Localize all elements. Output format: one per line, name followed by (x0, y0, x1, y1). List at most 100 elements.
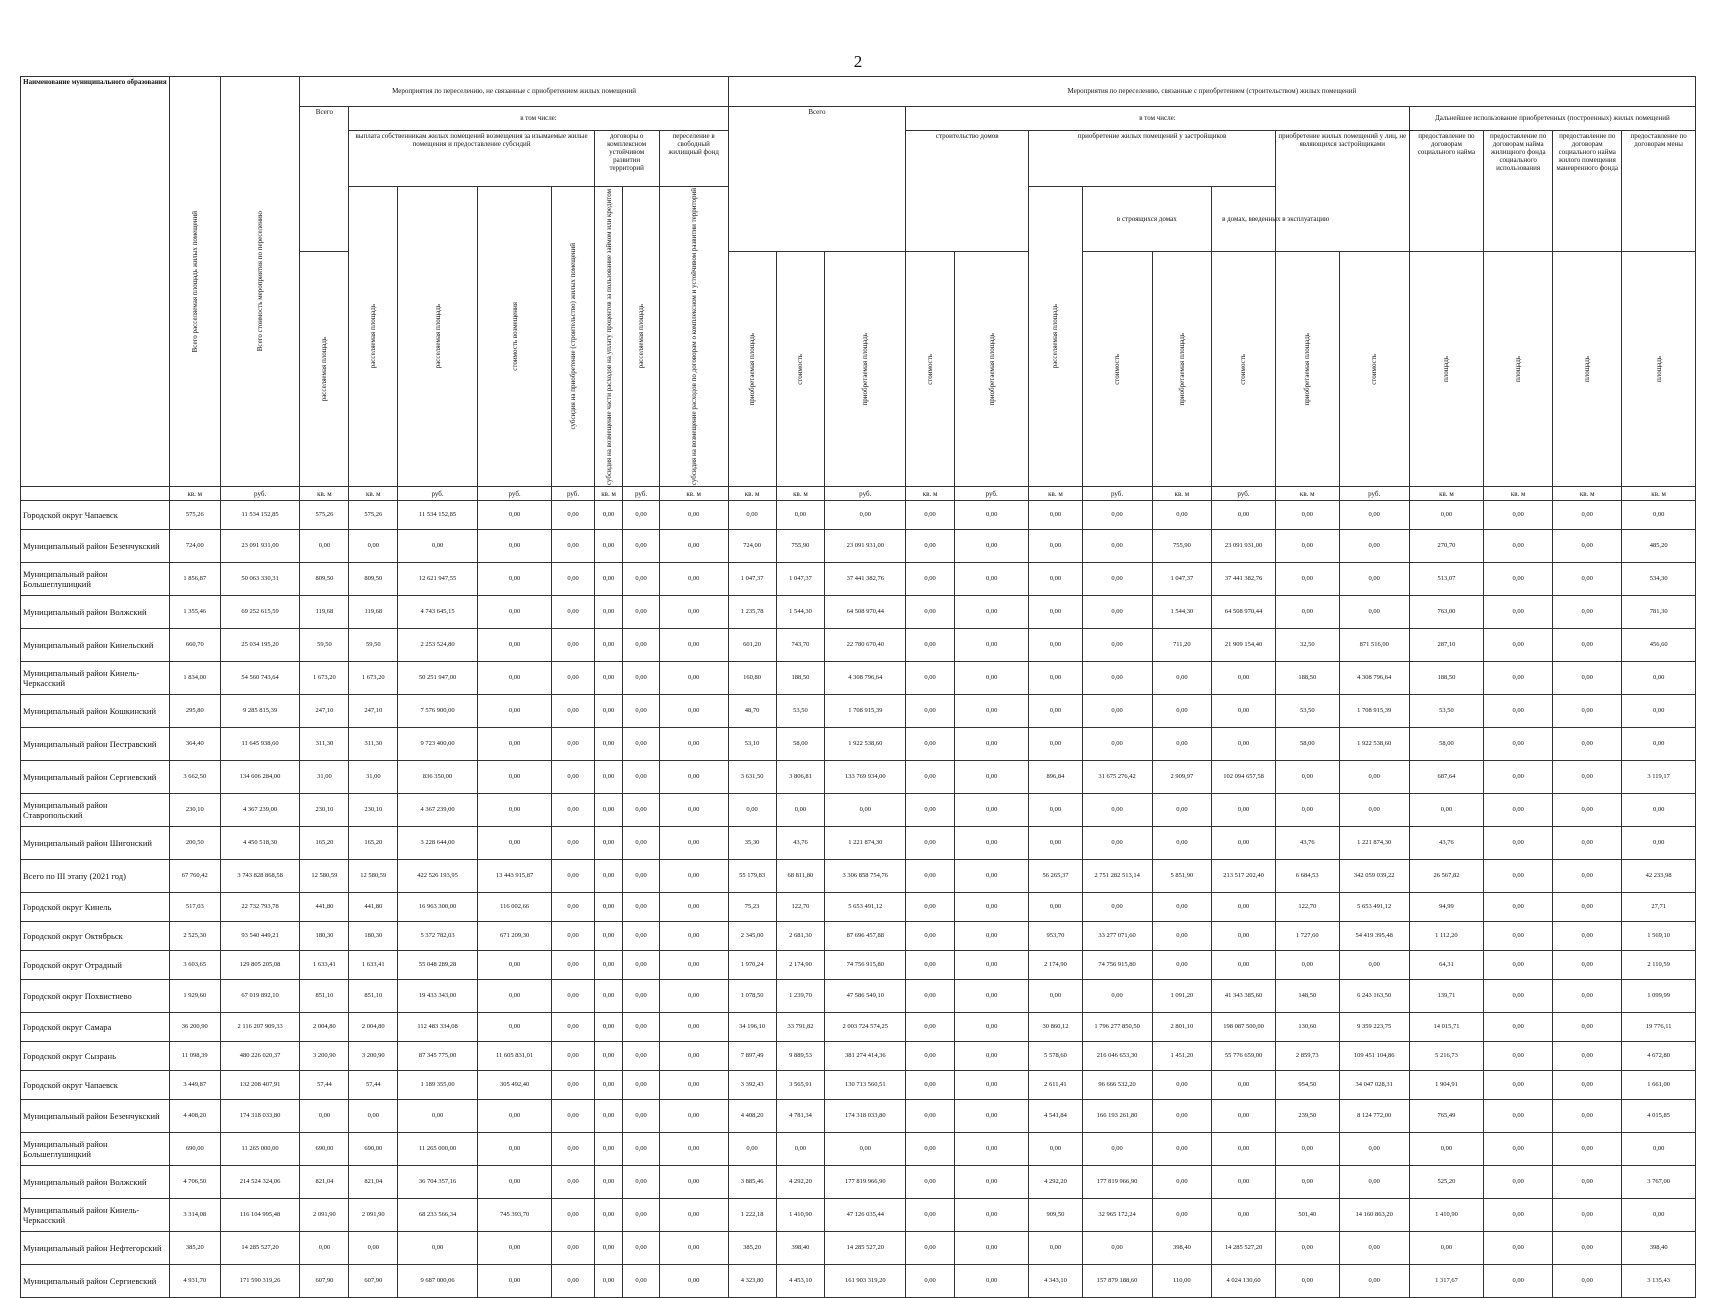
table-cell: 0,00 (1338, 1165, 1410, 1200)
table-cell: 69 252 615,59 (219, 595, 301, 630)
table-cell: 0,00 (905, 694, 955, 729)
table-cell: 1 834,00 (168, 661, 221, 696)
table-cell: 0,00 (905, 1012, 955, 1043)
table-cell: 0,00 (1081, 826, 1153, 861)
table-cell: 198 087 500,00 (1211, 1012, 1276, 1043)
table-cell: 0,00 (1151, 826, 1213, 861)
header-col-b-area: расселяемая площадь (299, 250, 350, 488)
table-cell: 871 516,00 (1338, 628, 1410, 663)
table-row: Муниципальный район Большеглушицкий 1 856… (20, 562, 1696, 597)
table-cell: 422 526 193,95 (397, 859, 478, 894)
table-cell: 0,00 (953, 1070, 1030, 1101)
table-cell: 3 631,50 (727, 760, 777, 795)
table-cell: 74 756 915,80 (1081, 950, 1153, 981)
table-cell: 0,00 (1274, 793, 1340, 828)
table-cell: 0,00 (905, 1264, 955, 1298)
table-cell: 3 392,43 (727, 1070, 777, 1101)
table-cell: 0,00 (593, 950, 624, 981)
row-name: Муниципальный район Безенчукский (20, 1099, 170, 1134)
header-col-vyk-area: расселяемая площадь (397, 185, 478, 488)
unit-cell: руб. (397, 486, 478, 502)
table-cell: 0,00 (1151, 727, 1213, 762)
table-cell: 23 091 931,00 (219, 529, 301, 564)
table-cell: 4 367 239,00 (397, 793, 478, 828)
unit-cell: руб. (622, 486, 660, 502)
table-cell: 575,26 (299, 500, 350, 531)
header-a-v-tom-chisle: в том числе: (348, 106, 729, 131)
unit-cell: кв. м (658, 486, 729, 502)
table-cell: 0,00 (953, 826, 1030, 861)
table-cell: 0,00 (1211, 1070, 1276, 1101)
table-cell: 0,00 (397, 529, 478, 564)
table-cell: 1 633,41 (299, 950, 350, 981)
unit-cell: кв. м (1151, 486, 1213, 502)
table-cell: 711,20 (1151, 628, 1213, 663)
table-cell: 398,40 (1621, 1231, 1696, 1266)
table-cell: 177 819 966,90 (824, 1165, 907, 1200)
table-cell: 9 687 000,06 (397, 1264, 478, 1298)
table-cell: 0,00 (1483, 1099, 1554, 1134)
table-cell: 0,00 (1621, 793, 1696, 828)
table-cell: 0,00 (1338, 760, 1410, 795)
table-cell: 0,00 (1483, 921, 1554, 952)
table-row: Муниципальный район Сергиевский 3 662,50 1… (20, 760, 1696, 795)
table-cell: 0,00 (551, 661, 595, 696)
table-cell: 1 451,20 (1151, 1041, 1213, 1072)
table-cell: 87 345 775,00 (397, 1041, 478, 1072)
table-cell: 0,00 (1483, 562, 1554, 597)
table-cell: 0,00 (1211, 921, 1276, 952)
table-cell: 2 751 282 513,14 (1081, 859, 1153, 894)
table-cell: 3 767,00 (1621, 1165, 1696, 1200)
table-cell: 129 805 205,08 (219, 950, 301, 981)
table-cell: 53,50 (1408, 694, 1485, 729)
units-row: кв. м руб. кв. м кв. м руб. руб. руб. кв… (20, 486, 1696, 502)
table-cell: 12 580,59 (299, 859, 350, 894)
table-cell: 0,00 (905, 921, 955, 952)
table-cell: 0,00 (1274, 760, 1340, 795)
table-cell: 3 228 644,00 (397, 826, 478, 861)
table-cell: 21 909 154,40 (1211, 628, 1276, 663)
table-cell: 0,00 (622, 1231, 660, 1266)
table-cell: 690,00 (348, 1132, 399, 1167)
table-row: Городской округ Кинель 517,03 22 732 793,7… (20, 892, 1696, 923)
table-cell: 166 193 261,80 (1081, 1099, 1153, 1134)
table-cell: 11 265 000,00 (397, 1132, 478, 1167)
table-cell: 0,00 (622, 694, 660, 729)
table-cell: 687,64 (1408, 760, 1485, 795)
table-cell: 54 560 743,64 (219, 661, 301, 696)
table-cell: 37 441 382,76 (1211, 562, 1276, 597)
header-group-a: Мероприятия по переселению, не связанные… (299, 76, 729, 107)
table-cell: 0,00 (658, 826, 729, 861)
table-cell: 0,00 (476, 694, 553, 729)
table-cell: 1 544,30 (1151, 595, 1213, 630)
table-cell: 809,50 (299, 562, 350, 597)
table-cell: 1 112,20 (1408, 921, 1485, 952)
table-cell: 909,50 (1028, 1198, 1083, 1233)
row-name: Муниципальный район Сергиевский (20, 760, 170, 795)
header-name-col: Наименование муниципального образования (20, 75, 170, 488)
table-cell: 0,00 (1552, 1041, 1623, 1072)
row-name: Муниципальный район Пестравский (20, 727, 170, 762)
table-cell: 0,00 (476, 661, 553, 696)
header-stroitelstvo: строительство домов (905, 130, 1030, 252)
table-cell: 0,00 (551, 1070, 595, 1101)
table-row: Городской округ Похвистнево 1 929,60 67 01… (20, 979, 1696, 1014)
table-cell: 3 885,46 (727, 1165, 777, 1200)
row-name: Муниципальный район Кинель-Черкасский (20, 661, 170, 696)
table-cell: 0,00 (1483, 694, 1554, 729)
table-cell: 607,90 (348, 1264, 399, 1298)
row-name: Муниципальный район Ставропольский (20, 793, 170, 828)
table-cell: 110,00 (1151, 1264, 1213, 1298)
table-cell: 247,10 (299, 694, 350, 729)
unit-cell: кв. м (1621, 486, 1696, 502)
table-cell: 5 653 491,12 (1338, 892, 1410, 923)
page-number: 2 (853, 52, 863, 71)
unit-cell: кв. м (593, 486, 624, 502)
table-cell: 0,00 (1552, 1012, 1623, 1043)
table-cell: 50 251 947,00 (397, 661, 478, 696)
table-cell: 0,00 (593, 628, 624, 663)
table-cell: 1 222,18 (727, 1198, 777, 1233)
table-cell: 755,90 (775, 529, 826, 564)
table-cell: 0,00 (1552, 1070, 1623, 1101)
table-cell: 54 419 395,48 (1338, 921, 1410, 952)
